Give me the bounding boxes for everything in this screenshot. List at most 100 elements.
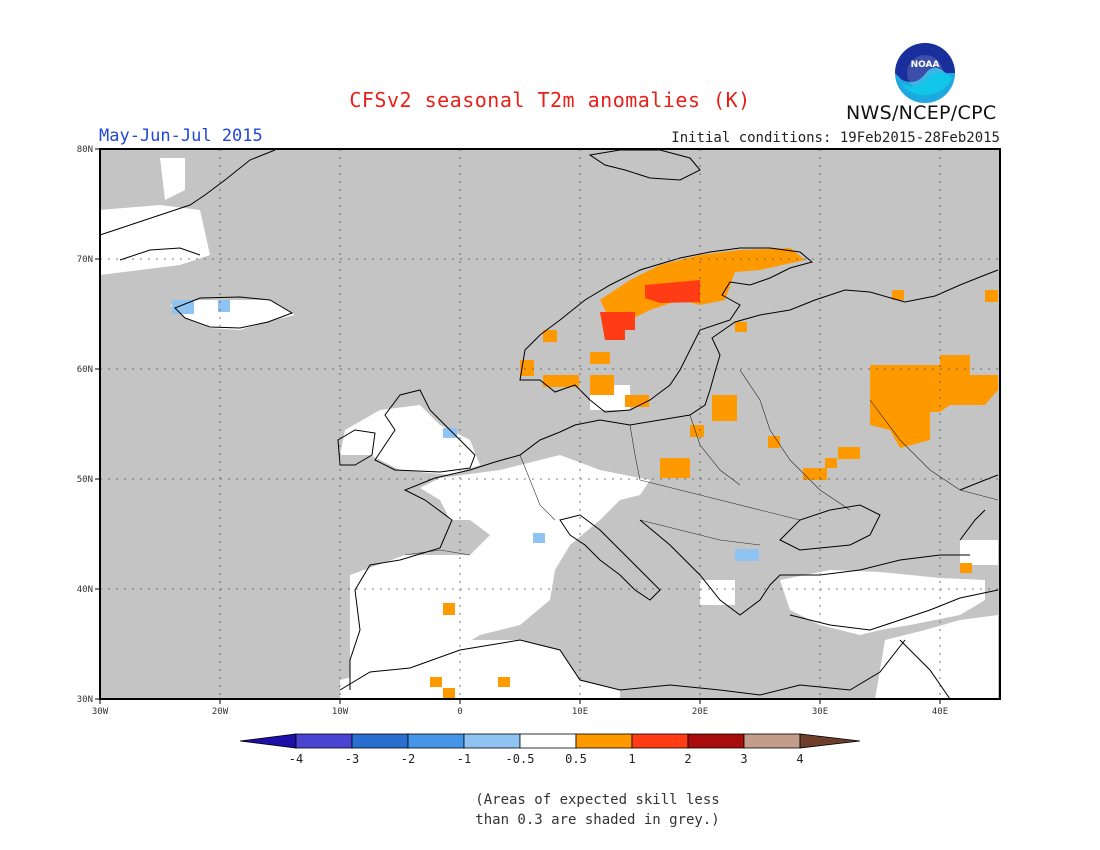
colorbar-label: -0.5 — [506, 752, 535, 766]
cold-cell-england — [443, 428, 457, 438]
colorbar-label: 2 — [684, 752, 691, 766]
warm-cell-northeast-1 — [892, 290, 904, 300]
colorbar-segment-1-2 — [631, 733, 689, 749]
lon-label-20e: 20E — [692, 707, 708, 717]
strong-warm-area-norway — [600, 312, 635, 340]
initial-conditions-label: Initial conditions: 19Feb2015-28Feb2015 — [671, 130, 1000, 146]
colorbar-label: -3 — [345, 752, 359, 766]
white-area-iberia-france — [350, 455, 650, 695]
colorbar-label: -2 — [401, 752, 415, 766]
coastline-black-sea — [779, 504, 881, 551]
colorbar-segment-minus4-minus3 — [295, 733, 353, 749]
strong-warm-anomaly-cells — [600, 280, 700, 340]
colorbar-segment-minus1-minus05 — [463, 733, 521, 749]
colorbar-segment-gt-4 — [799, 733, 861, 749]
lat-label-40n: 40N — [77, 585, 93, 595]
lon-label-0: 0 — [457, 707, 462, 717]
coastline-greenland — [99, 149, 276, 261]
white-skill-areas — [100, 158, 998, 699]
warm-cell-africa-2 — [443, 688, 455, 699]
white-area-greenland-1 — [160, 158, 185, 200]
warm-cell-norway-south — [543, 330, 557, 342]
cold-anomaly-cells — [172, 300, 759, 561]
warm-cell-norway-west — [520, 360, 534, 376]
colorbar-segment-lt-minus4 — [239, 733, 297, 749]
coastline-ireland — [337, 429, 376, 466]
coastline-scandinavia — [519, 247, 814, 413]
warm-cell-russia-1 — [803, 468, 827, 480]
season-label: May-Jun-Jul 2015 — [99, 126, 263, 146]
country-borders — [404, 369, 999, 556]
border-germany-poland — [629, 424, 641, 481]
white-area-caucasus — [960, 540, 998, 565]
warm-cell-ukraine — [768, 436, 780, 448]
border-poland-east — [689, 414, 741, 486]
lon-label-30w: 30W — [92, 707, 109, 717]
white-area-levant — [875, 615, 998, 699]
warm-cell-finland — [735, 322, 747, 332]
lon-label-30e: 30E — [812, 707, 828, 717]
colorbar-label: 0.5 — [565, 752, 587, 766]
colorbar — [239, 733, 861, 749]
graticule — [100, 149, 1000, 699]
warm-cell-sweden-1 — [590, 352, 610, 364]
strong-warm-area-scandes — [645, 280, 700, 303]
colorbar-segment-05-1 — [575, 733, 633, 749]
colorbar-label: -4 — [289, 752, 303, 766]
colorbar-segment-minus2-minus1 — [407, 733, 465, 749]
border-russia-west — [739, 369, 851, 511]
white-area-north-africa — [340, 640, 620, 699]
warm-cell-spain — [443, 603, 455, 615]
lat-label-50n: 50N — [77, 475, 93, 485]
cold-cell-iceland-2 — [218, 300, 230, 312]
longitude-labels: 30W 20W 10W 0 10E 20E 30E 40E — [92, 707, 948, 717]
lat-label-80n: 80N — [77, 145, 93, 155]
coastline-red-sea — [899, 639, 951, 700]
lon-label-20w: 20W — [212, 707, 229, 717]
agency-label: NWS/NCEP/CPC — [846, 102, 997, 124]
white-area-turkey — [780, 570, 985, 635]
cold-cell-balkans — [735, 549, 759, 561]
coastline-iceland — [174, 296, 294, 329]
noaa-logo-icon: NOAA — [895, 43, 955, 103]
border-russia-east — [869, 399, 999, 501]
lon-label-10e: 10E — [572, 707, 588, 717]
warm-cell-poland-1 — [660, 458, 690, 478]
colorbar-segment-3-4 — [743, 733, 801, 749]
colorbar-segment-neutral — [519, 733, 577, 749]
coastline-britain — [374, 389, 476, 473]
coastline-caspian — [959, 474, 999, 541]
border-france-germany — [519, 454, 556, 521]
warm-cell-caucasus — [960, 563, 972, 573]
warm-anomaly-cells — [430, 248, 998, 699]
latitude-labels: 80N 70N 60N 50N 40N 30N — [77, 145, 93, 705]
white-area-britain — [340, 405, 480, 475]
lat-label-60n: 60N — [77, 365, 93, 375]
white-area-greece — [700, 580, 735, 605]
footnote-line-2: than 0.3 are shaded in grey.) — [475, 812, 720, 828]
warm-cell-russia-2 — [825, 458, 837, 468]
lat-label-70n: 70N — [77, 255, 93, 265]
map-title: CFSv2 seasonal T2m anomalies (K) — [349, 88, 751, 112]
lon-label-10w: 10W — [332, 707, 349, 717]
white-area-iceland — [170, 300, 295, 330]
colorbar-label: 4 — [796, 752, 803, 766]
warm-cell-baltic — [712, 395, 737, 421]
warm-cell-poland-2 — [690, 425, 704, 437]
colorbar-segment-2-3 — [687, 733, 745, 749]
warm-cell-norway-sw — [543, 375, 579, 387]
colorbar-label: 3 — [740, 752, 747, 766]
warm-cell-africa-3 — [498, 677, 510, 687]
colorbar-label: 1 — [628, 752, 635, 766]
coastline-italy — [559, 514, 661, 601]
cold-cell-alps — [533, 533, 545, 543]
border-france-spain — [404, 549, 471, 556]
noaa-logo-text: NOAA — [911, 60, 940, 70]
map-frame — [99, 148, 1001, 700]
warm-cell-africa-1 — [430, 677, 442, 687]
colorbar-label: -1 — [457, 752, 471, 766]
colorbar-segment-minus3-minus2 — [351, 733, 409, 749]
warm-cell-russia-3 — [838, 447, 860, 459]
warm-cell-northeast-2 — [985, 290, 998, 302]
